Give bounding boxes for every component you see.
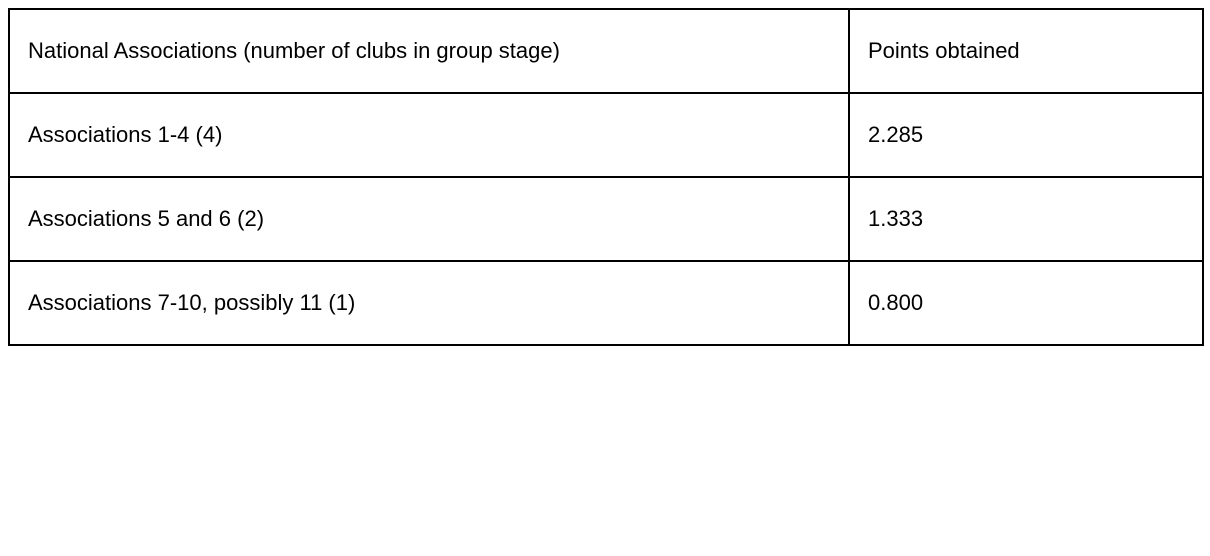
table-header-row: National Associations (number of clubs i… xyxy=(9,9,1203,93)
cell-points: 1.333 xyxy=(849,177,1203,261)
table-row: Associations 1-4 (4) 2.285 xyxy=(9,93,1203,177)
cell-association: Associations 5 and 6 (2) xyxy=(9,177,849,261)
header-cell-associations: National Associations (number of clubs i… xyxy=(9,9,849,93)
table-row: Associations 7-10, possibly 11 (1) 0.800 xyxy=(9,261,1203,345)
header-cell-points: Points obtained xyxy=(849,9,1203,93)
associations-table-wrapper: National Associations (number of clubs i… xyxy=(8,8,1202,346)
cell-points: 2.285 xyxy=(849,93,1203,177)
cell-association: Associations 7-10, possibly 11 (1) xyxy=(9,261,849,345)
table-row: Associations 5 and 6 (2) 1.333 xyxy=(9,177,1203,261)
cell-points: 0.800 xyxy=(849,261,1203,345)
cell-association: Associations 1-4 (4) xyxy=(9,93,849,177)
associations-table: National Associations (number of clubs i… xyxy=(8,8,1204,346)
